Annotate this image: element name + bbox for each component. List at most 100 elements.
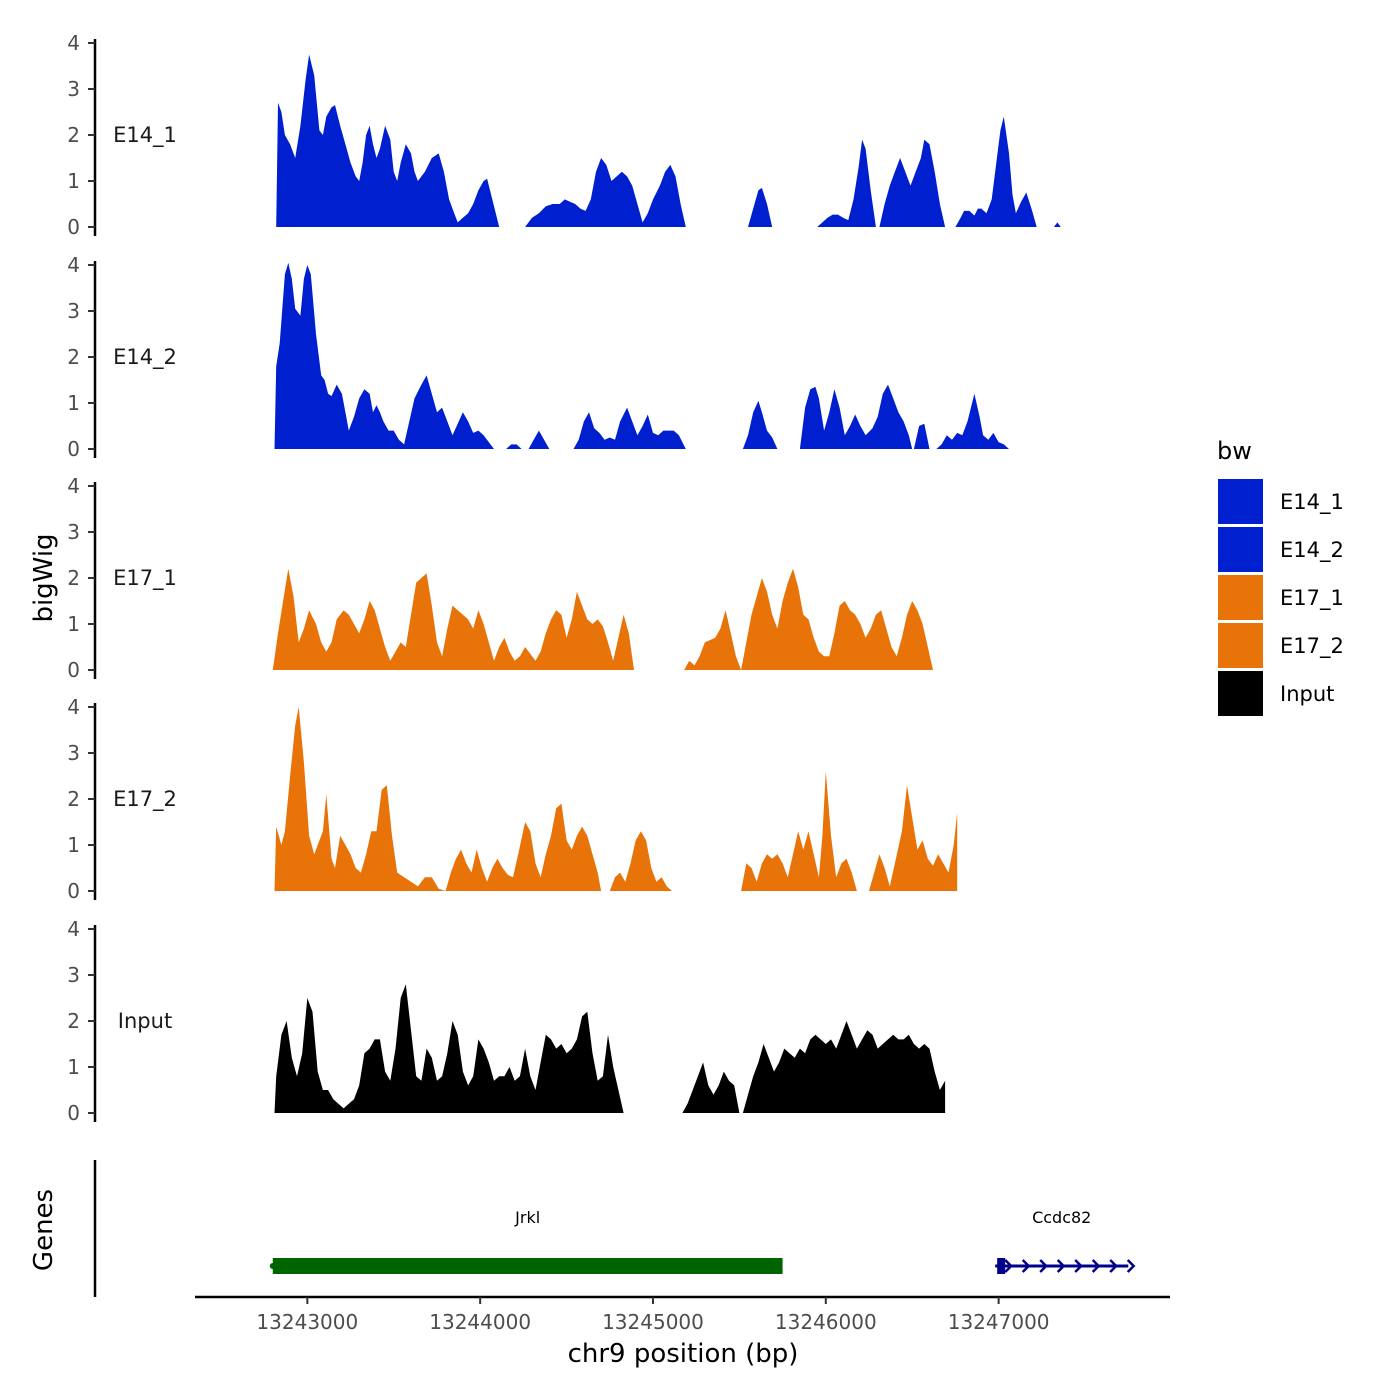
legend-title: bw xyxy=(1217,437,1252,465)
area-segment xyxy=(741,568,933,670)
tracks: 0 1 2 3 4 E14_1 0 1 2 3 4 E14_2 0 1 2 3 4 E17_1 0 1 2 3 4 E17_2… xyxy=(67,31,1061,1125)
track-label: E17_2 xyxy=(113,787,177,812)
strand-arrow xyxy=(1021,1259,1031,1273)
y-tick-label: 0 xyxy=(67,879,80,903)
legend-swatch xyxy=(1218,575,1263,620)
area-segment xyxy=(879,139,946,227)
y-axis-title: bigWig xyxy=(29,533,59,622)
legend-label: E17_2 xyxy=(1280,634,1344,659)
x-tick-label: 13243000 xyxy=(256,1310,358,1334)
y-tick-label: 3 xyxy=(67,299,80,323)
area-segment xyxy=(955,116,1037,227)
area-segment xyxy=(1053,222,1061,227)
y-tick-label: 0 xyxy=(67,215,80,239)
genes-axis-title: Genes xyxy=(29,1189,59,1271)
y-tick-label: 4 xyxy=(67,695,80,719)
genes-track: Jrkl Ccdc82 xyxy=(93,1160,1136,1297)
y-tick-label: 4 xyxy=(67,474,80,498)
legend-label: E14_2 xyxy=(1280,538,1344,563)
track-e14-1: 0 1 2 3 4 E14_1 xyxy=(67,31,1061,239)
area-segment xyxy=(741,771,857,891)
y-tick-label: 3 xyxy=(67,741,80,765)
y-tick-label: 4 xyxy=(67,253,80,277)
gene-body xyxy=(272,1258,783,1274)
y-tick-label: 0 xyxy=(67,1101,80,1125)
area-segment xyxy=(609,831,672,891)
area-segment xyxy=(742,1021,946,1113)
area-segment xyxy=(528,430,550,449)
legend-label: Input xyxy=(1280,682,1334,706)
y-tick-label: 4 xyxy=(67,917,80,941)
gene-ccdc82: Ccdc82 xyxy=(995,1208,1136,1274)
legend-label: E17_1 xyxy=(1280,586,1344,611)
area-segment xyxy=(525,158,686,227)
x-axis-title: chr9 position (bp) xyxy=(568,1339,799,1369)
gene-label: Jrkl xyxy=(514,1208,540,1227)
track-label: Input xyxy=(118,1009,172,1033)
y-tick-label: 1 xyxy=(67,1055,80,1079)
gene-label: Ccdc82 xyxy=(1032,1208,1091,1227)
track-e14-2: 0 1 2 3 4 E14_2 xyxy=(67,253,1009,461)
legend-swatch xyxy=(1218,527,1263,572)
area-segment xyxy=(272,568,634,670)
x-tick-label: 13245000 xyxy=(602,1310,704,1334)
y-tick-label: 0 xyxy=(67,658,80,682)
track-e17-2: 0 1 2 3 4 E17_2 xyxy=(67,695,958,903)
area-segment xyxy=(913,423,930,449)
area-segment xyxy=(276,54,500,227)
x-tick-label: 13244000 xyxy=(429,1310,531,1334)
strand-arrow xyxy=(1109,1259,1118,1273)
y-tick-label: 3 xyxy=(67,77,80,101)
area-segment xyxy=(799,384,913,449)
area-segment xyxy=(869,785,958,891)
area-segment xyxy=(274,707,446,891)
track-label: E14_2 xyxy=(113,345,177,370)
strand-arrow xyxy=(1004,1259,1013,1273)
area-segment xyxy=(573,407,686,449)
area-segment xyxy=(742,400,778,449)
y-tick-label: 2 xyxy=(67,345,80,369)
track-e17-1: 0 1 2 3 4 E17_1 xyxy=(67,474,933,682)
y-tick-label: 3 xyxy=(67,520,80,544)
y-tick-label: 1 xyxy=(67,833,80,857)
y-tick-label: 4 xyxy=(67,31,80,55)
gene-exon xyxy=(997,1258,1006,1274)
strand-arrow xyxy=(1056,1259,1066,1273)
area-segment xyxy=(506,444,522,449)
y-tick-label: 2 xyxy=(67,123,80,147)
x-axis: 13243000 13244000 13245000 13246000 13247000 xyxy=(195,1295,1170,1334)
y-tick-label: 1 xyxy=(67,612,80,636)
x-tick-label: 13246000 xyxy=(775,1310,877,1334)
gene-jrkl: Jrkl xyxy=(269,1208,783,1274)
area-segment xyxy=(817,139,876,227)
area-segment xyxy=(274,984,624,1113)
legend: bw E14_1 E14_2 E17_1 E17_2 Input xyxy=(1217,437,1344,716)
y-tick-label: 2 xyxy=(67,566,80,590)
x-tick-label: 13247000 xyxy=(948,1310,1050,1334)
area-segment xyxy=(684,610,742,670)
legend-label: E14_1 xyxy=(1280,490,1344,515)
strand-arrow xyxy=(1091,1259,1101,1273)
area-segment xyxy=(445,803,602,891)
y-tick-label: 3 xyxy=(67,963,80,987)
strand-arrow xyxy=(1126,1259,1136,1273)
area-segment xyxy=(274,262,494,449)
area-segment xyxy=(936,393,1009,449)
area-segment xyxy=(682,1062,740,1113)
track-label: E17_1 xyxy=(113,566,177,591)
y-tick-label: 1 xyxy=(67,391,80,415)
legend-swatch xyxy=(1218,623,1263,668)
gene-start-marker xyxy=(269,1263,276,1269)
area-segment xyxy=(748,187,773,227)
track-label: E14_1 xyxy=(113,123,177,148)
track-input: 0 1 2 3 4 Input xyxy=(67,917,946,1125)
y-tick-label: 2 xyxy=(67,787,80,811)
strand-arrow xyxy=(1039,1259,1048,1273)
y-tick-label: 2 xyxy=(67,1009,80,1033)
legend-swatch xyxy=(1218,671,1263,716)
strand-arrow xyxy=(1074,1259,1083,1273)
y-tick-label: 1 xyxy=(67,169,80,193)
y-tick-label: 0 xyxy=(67,437,80,461)
